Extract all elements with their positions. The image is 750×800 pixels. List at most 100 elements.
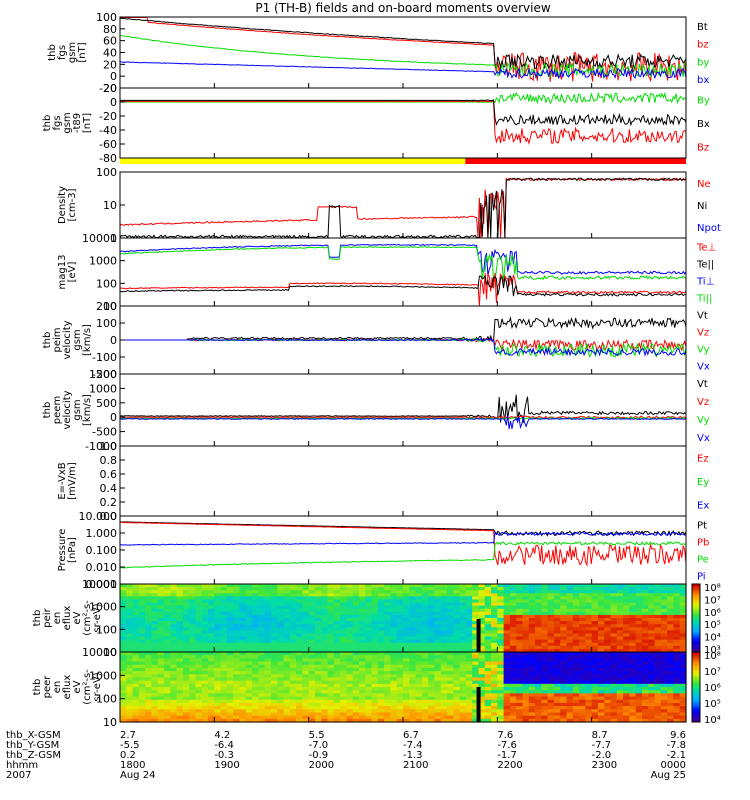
electron-spectrogram-cell xyxy=(245,702,253,707)
ion-spectrogram-cell xyxy=(465,627,473,631)
electron-spectrogram-cell xyxy=(453,702,461,707)
ion-spectrogram-cell xyxy=(182,614,190,619)
ion-spectrogram-cell xyxy=(459,630,467,635)
ion-spectrogram-cell xyxy=(623,627,630,631)
electron-spectrogram-cell xyxy=(308,671,316,675)
ion-spectrogram-cell xyxy=(528,648,536,653)
ion-spectrogram-cell xyxy=(434,599,442,604)
ion-spectrogram-cell xyxy=(516,608,524,613)
electron-spectrogram-cell xyxy=(465,709,473,714)
ion-spectrogram-cell xyxy=(164,621,171,625)
electron-spectrogram-cell xyxy=(447,661,454,666)
electron-spectrogram-cell xyxy=(264,671,272,675)
y-tick-label: 100 xyxy=(96,277,117,290)
ion-spectrogram-cell xyxy=(239,593,247,597)
ion-spectrogram-cell xyxy=(377,587,385,591)
ion-spectrogram-cell xyxy=(195,618,203,622)
ion-spectrogram-cell xyxy=(346,593,354,597)
electron-spectrogram-cell xyxy=(484,699,492,704)
electron-spectrogram-cell xyxy=(560,715,568,720)
ion-spectrogram-cell xyxy=(176,608,184,613)
ion-spectrogram-cell xyxy=(296,590,303,594)
electron-spectrogram-cell xyxy=(371,699,379,704)
ion-spectrogram-cell xyxy=(478,639,486,644)
ion-spectrogram-cell xyxy=(610,618,618,622)
ion-spectrogram-cell xyxy=(151,587,159,591)
electron-spectrogram-cell xyxy=(264,687,272,691)
electron-spectrogram-cell xyxy=(616,702,624,707)
ion-spectrogram-cell xyxy=(365,599,373,604)
electron-spectrogram-cell xyxy=(478,667,486,672)
electron-spectrogram-cell xyxy=(396,709,404,714)
ion-spectrogram-cell xyxy=(132,614,140,619)
ion-spectrogram-cell xyxy=(585,624,593,628)
ion-spectrogram-cell xyxy=(516,630,524,635)
electron-spectrogram-cell xyxy=(403,702,410,707)
electron-spectrogram-cell xyxy=(333,661,341,666)
ion-spectrogram-cell xyxy=(195,636,203,641)
ion-spectrogram-cell xyxy=(340,590,347,594)
electron-spectrogram-cell xyxy=(459,702,467,707)
electron-spectrogram-cell xyxy=(302,671,310,675)
electron-spectrogram-cell xyxy=(516,680,524,685)
ion-spectrogram-cell xyxy=(226,645,234,650)
ion-spectrogram-cell xyxy=(264,624,272,628)
ion-spectrogram-cell xyxy=(535,593,542,597)
electron-spectrogram-cell xyxy=(220,671,228,675)
ion-spectrogram-cell xyxy=(541,584,549,588)
electron-spectrogram-cell xyxy=(597,680,605,685)
ion-spectrogram-cell xyxy=(591,627,599,631)
ion-spectrogram-cell xyxy=(377,593,385,597)
electron-spectrogram-cell xyxy=(409,674,417,679)
ion-spectrogram-cell xyxy=(434,642,442,647)
ion-spectrogram-cell xyxy=(509,614,517,619)
ion-spectrogram-cell xyxy=(478,590,486,594)
electron-spectrogram-cell xyxy=(396,702,404,707)
electron-spectrogram-cell xyxy=(296,677,303,682)
ion-spectrogram-cell xyxy=(667,636,675,641)
ion-spectrogram-cell xyxy=(120,614,127,619)
ion-spectrogram-cell xyxy=(610,639,618,644)
electron-spectrogram-cell xyxy=(377,664,385,669)
ion-spectrogram-cell xyxy=(472,648,480,653)
electron-spectrogram-cell xyxy=(164,702,171,707)
electron-spectrogram-cell xyxy=(572,671,580,675)
electron-spectrogram-cell xyxy=(447,712,454,717)
electron-spectrogram-cell xyxy=(327,709,335,714)
ion-spectrogram-cell xyxy=(220,596,228,601)
electron-spectrogram-cell xyxy=(321,693,329,698)
electron-spectrogram-cell xyxy=(314,674,322,679)
electron-spectrogram-cell xyxy=(472,696,480,701)
ion-spectrogram-cell xyxy=(189,590,197,594)
y-tick-label: 60 xyxy=(103,35,117,48)
electron-spectrogram-cell xyxy=(616,674,624,679)
ion-spectrogram-cell xyxy=(535,630,542,635)
electron-spectrogram-cell xyxy=(635,680,643,685)
electron-spectrogram-cell xyxy=(214,699,222,704)
electron-spectrogram-cell xyxy=(371,706,379,710)
colorbar-cell xyxy=(692,606,700,610)
ion-spectrogram-cell xyxy=(660,590,668,594)
ion-spectrogram-cell xyxy=(358,648,366,653)
ion-spectrogram-cell xyxy=(560,618,568,622)
electron-spectrogram-cell xyxy=(302,696,310,701)
electron-spectrogram-cell xyxy=(447,699,454,704)
electron-spectrogram-cell xyxy=(673,677,681,682)
electron-spectrogram-cell xyxy=(201,687,209,691)
electron-spectrogram-cell xyxy=(333,718,341,723)
ion-spectrogram-cell xyxy=(201,621,209,625)
electron-spectrogram-cell xyxy=(214,693,222,698)
electron-spectrogram-cell xyxy=(660,661,668,666)
ion-spectrogram-cell xyxy=(478,614,486,619)
ion-spectrogram-cell xyxy=(314,602,322,607)
electron-spectrogram-cell xyxy=(478,696,486,701)
ion-spectrogram-cell xyxy=(472,605,480,610)
electron-spectrogram-cell xyxy=(226,718,234,723)
electron-spectrogram-cell xyxy=(641,696,649,701)
ion-spectrogram-cell xyxy=(447,621,454,625)
electron-spectrogram-cell xyxy=(327,680,335,685)
electron-spectrogram-cell xyxy=(145,655,153,659)
ion-spectrogram-cell xyxy=(403,590,410,594)
electron-spectrogram-cell xyxy=(434,658,442,663)
y-tick-label: -20 xyxy=(99,82,117,95)
